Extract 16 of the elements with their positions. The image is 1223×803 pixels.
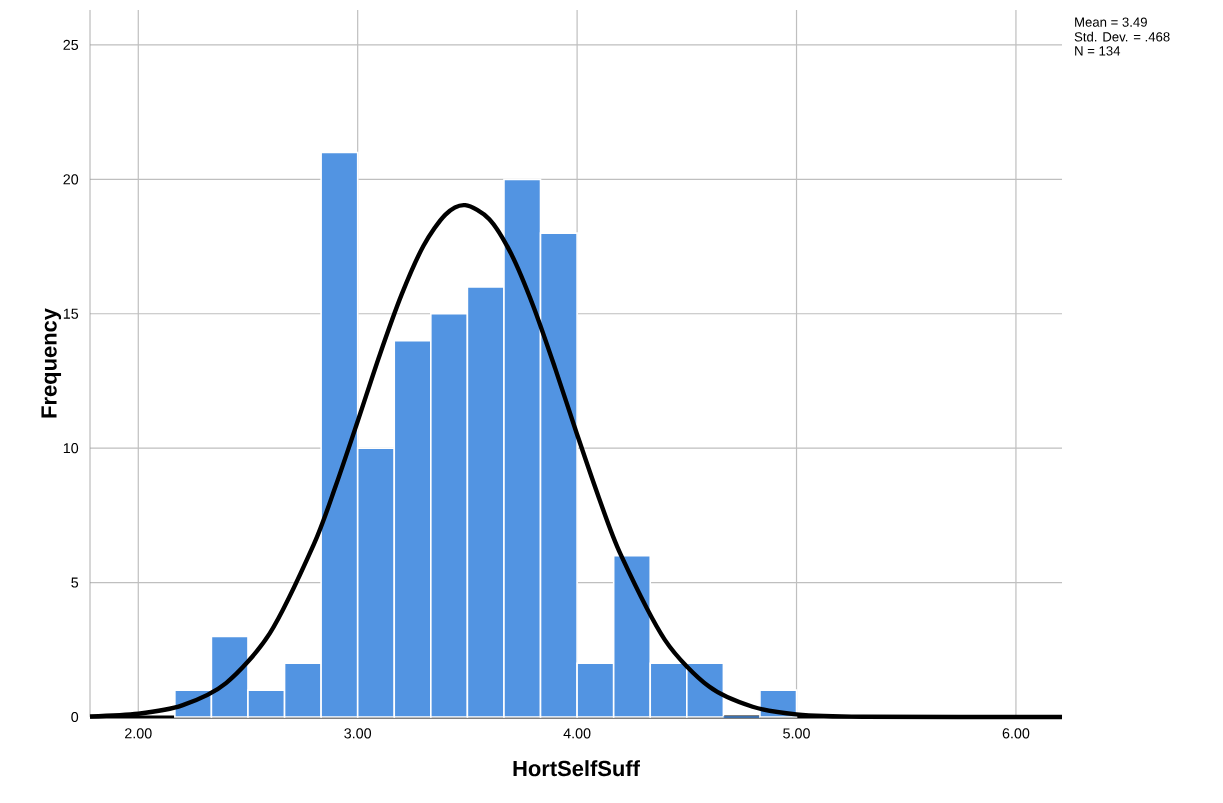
x-axis-title: HortSelfSuff [513,760,640,777]
y-tick-label: 20 [63,174,79,185]
x-tick-label: 3.00 [344,728,372,739]
y-tick-label: 15 [63,308,79,319]
text: N = 134 [1075,46,1121,56]
y-tick-label: 10 [63,443,79,454]
x-tick-label: 2.00 [125,728,152,739]
x-tick-label: 6.00 [1002,728,1030,739]
x-tick-label: 5.00 [783,728,810,739]
y-tick-label: 0 [71,711,79,723]
y-tick-label: 5 [71,577,79,588]
y-axis-title: Frequency [41,308,62,418]
x-tick-label: 4.00 [563,728,591,739]
text: Std. Dev. = .468 [1074,31,1170,42]
y-tick-label: 25 [63,39,79,50]
text: Mean = 3.49 [1075,17,1147,27]
